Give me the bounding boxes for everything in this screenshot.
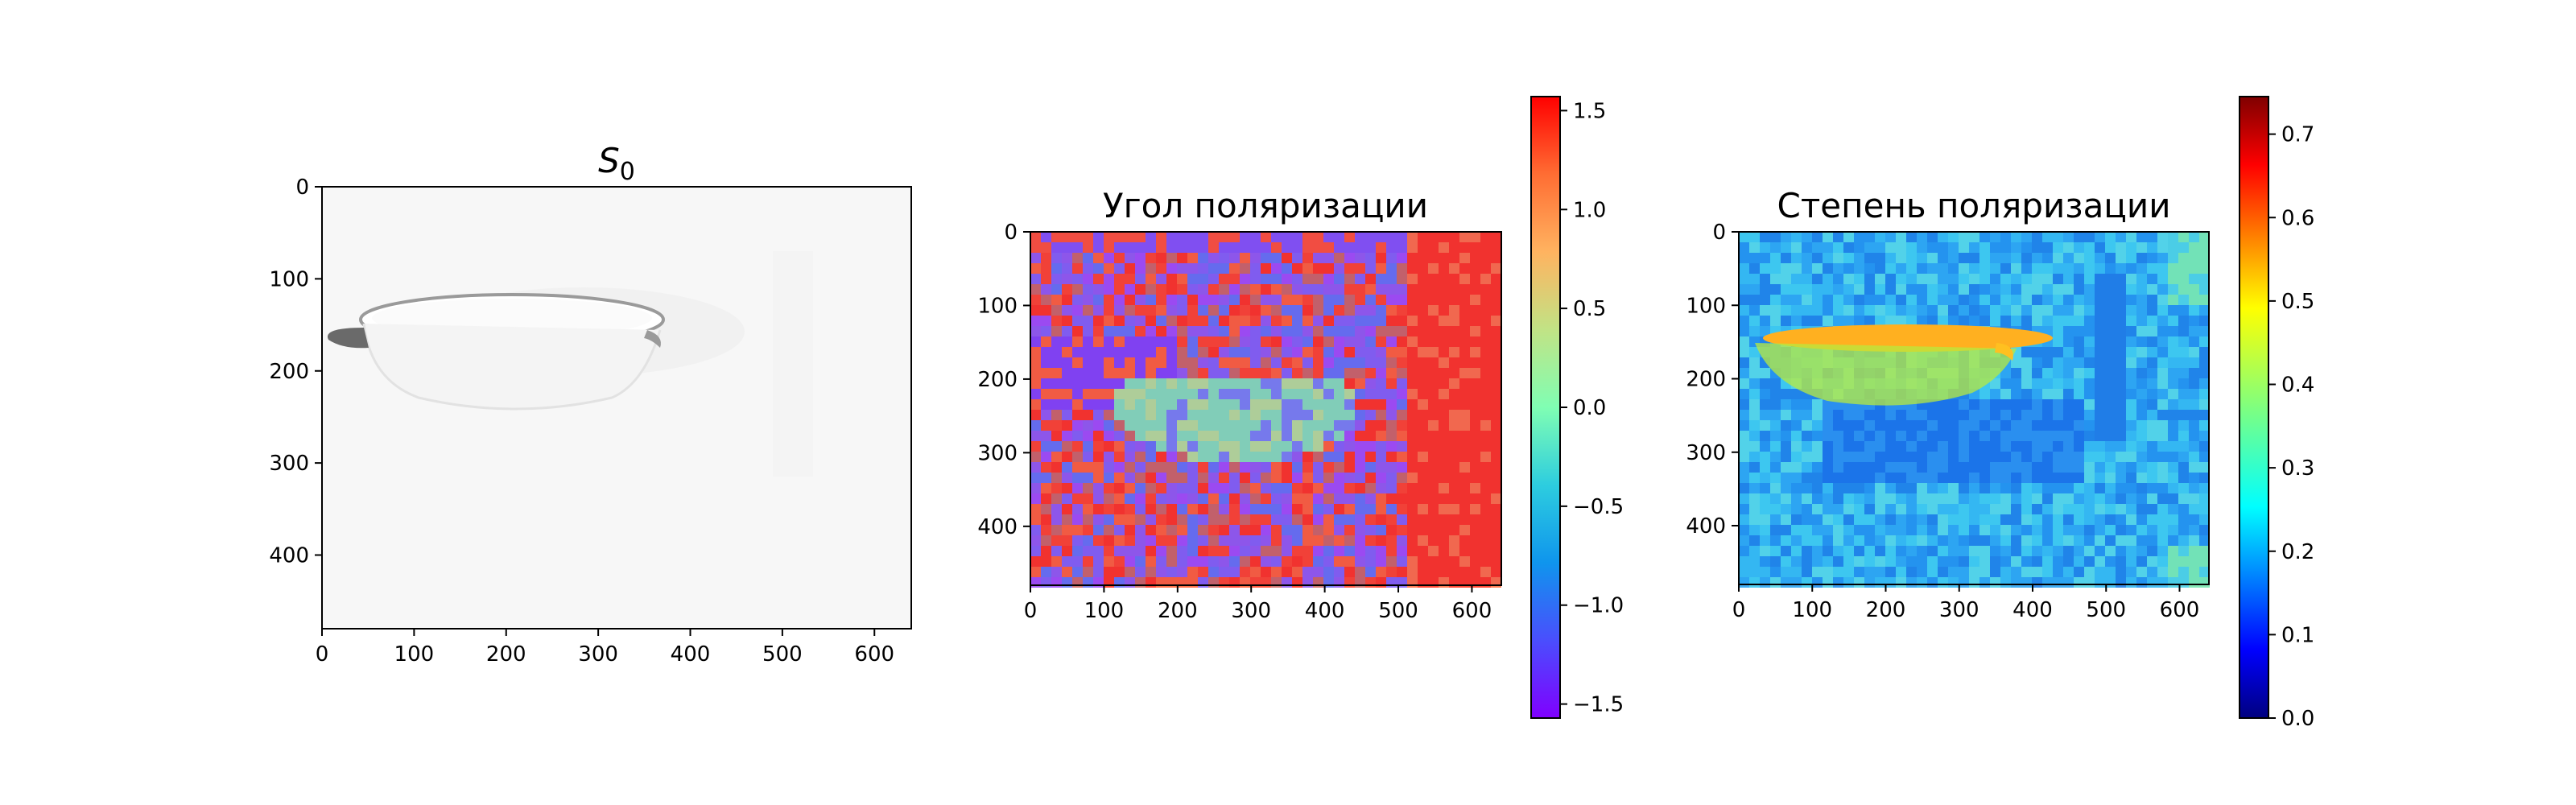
x-tick-label: 100 — [1084, 599, 1125, 623]
x-tick-label: 300 — [578, 642, 618, 667]
image-s0-handle-left — [327, 328, 369, 349]
image-s0-shadow-band — [773, 251, 813, 477]
colorbar-tick-label: 0.0 — [2281, 707, 2314, 731]
colorbar-tick-label: −1.5 — [1573, 693, 1624, 717]
title-angle: Угол поляризации — [1103, 186, 1428, 225]
colorbar-tick-label: 0.2 — [2281, 540, 2314, 564]
x-tick-label: 500 — [1378, 599, 1418, 623]
image-degree-handle — [1995, 343, 2013, 361]
image-degree-cup-wall — [1755, 343, 2017, 406]
colorbar-tick-label: 0.5 — [2281, 290, 2314, 314]
y-tick-label: 100 — [269, 267, 309, 291]
y-tick-label: 300 — [269, 452, 309, 476]
y-tick-label: 200 — [269, 360, 309, 384]
title-s0: S0 — [598, 141, 635, 186]
y-tick-label: 100 — [977, 294, 1018, 318]
colorbar-tick-label: 0.7 — [2281, 123, 2314, 147]
x-tick-label: 200 — [1158, 599, 1198, 623]
colorbar-degree — [2239, 96, 2269, 719]
x-tick-label: 600 — [854, 642, 894, 667]
y-tick-label: 300 — [1686, 441, 1726, 465]
x-tick-label: 300 — [1231, 599, 1271, 623]
title-s0-base: S — [598, 141, 620, 180]
x-tick-label: 600 — [2160, 598, 2200, 622]
x-tick-label: 400 — [2013, 598, 2053, 622]
image-s0-background — [322, 187, 911, 629]
y-tick-label: 0 — [1712, 221, 1726, 245]
colorbar-tick-label: 1.0 — [1573, 198, 1606, 222]
colorbar-tick-label: 1.5 — [1573, 99, 1606, 123]
image-degree-frame — [1738, 231, 2210, 585]
y-tick-label: 400 — [977, 515, 1018, 539]
x-tick-label: 300 — [1939, 598, 1979, 622]
y-tick-label: 100 — [1686, 294, 1726, 318]
x-tick-label: 100 — [394, 642, 435, 667]
x-tick-label: 0 — [1024, 599, 1038, 623]
colorbar-tick-label: 0.4 — [2281, 374, 2314, 398]
panel-degree — [1738, 231, 2210, 588]
colorbar-tick-label: 0.5 — [1573, 297, 1606, 321]
colorbar-angle-gradient — [1530, 96, 1561, 719]
image-angle-noise — [1030, 232, 1501, 588]
y-tick-label: 0 — [295, 175, 309, 200]
axis-ticks: 0 100 200 300 400 500 600 0 100 200 300 400 0 100 200 3… — [269, 99, 2314, 731]
colorbar-tick-label: 0.0 — [1573, 396, 1606, 420]
colorbar-angle — [1530, 96, 1561, 719]
colorbar-tick-label: −0.5 — [1573, 495, 1624, 519]
colorbar-tick-label: −1.0 — [1573, 594, 1624, 618]
x-tick-label: 0 — [316, 642, 329, 667]
x-tick-label: 100 — [1792, 598, 1832, 622]
x-tick-label: 0 — [1732, 598, 1746, 622]
image-s0-handle-right — [644, 330, 661, 348]
image-s0-frame — [321, 186, 912, 630]
y-tick-label: 0 — [1004, 221, 1018, 245]
colorbar-degree-gradient — [2239, 96, 2269, 719]
y-tick-label: 400 — [269, 544, 309, 568]
colorbar-tick-label: 0.1 — [2281, 623, 2314, 647]
x-tick-label: 400 — [1305, 599, 1345, 623]
colorbar-tick-label: 0.3 — [2281, 456, 2314, 481]
panel-angle — [1030, 231, 1502, 588]
title-degree: Степень поляризации — [1777, 186, 2171, 225]
image-s0-cup-wall — [362, 323, 662, 411]
x-tick-label: 500 — [762, 642, 803, 667]
y-tick-label: 300 — [977, 441, 1018, 465]
panel-s0 — [321, 186, 912, 630]
y-tick-label: 200 — [977, 368, 1018, 392]
x-tick-label: 600 — [1452, 599, 1492, 623]
image-degree-noise — [1739, 232, 2210, 588]
x-tick-label: 200 — [486, 642, 526, 667]
image-angle-frame — [1030, 231, 1502, 586]
x-tick-label: 200 — [1866, 598, 1906, 622]
colorbar-tick-label: 0.6 — [2281, 206, 2314, 230]
x-tick-label: 400 — [671, 642, 711, 667]
title-s0-subscript: 0 — [620, 158, 635, 186]
y-tick-label: 400 — [1686, 514, 1726, 539]
x-tick-label: 500 — [2086, 598, 2126, 622]
y-tick-label: 200 — [1686, 368, 1726, 392]
